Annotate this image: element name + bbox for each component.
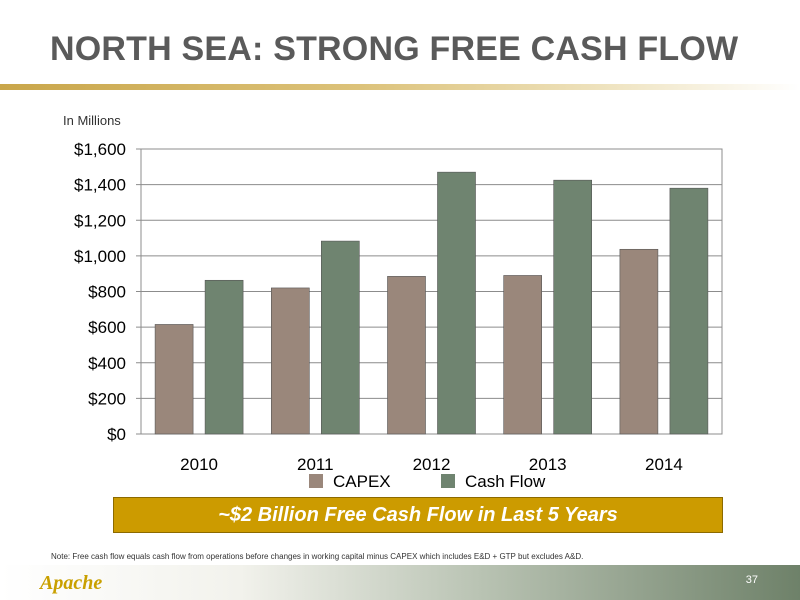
free-cash-flow-callout: ~$2 Billion Free Cash Flow in Last 5 Yea… [113,497,723,533]
bar-capex [619,248,659,435]
y-tick-label: $1,200 [74,211,126,230]
x-tick-label: 2014 [645,455,683,474]
y-tick-label: $1,600 [74,140,126,159]
bar-capex [387,276,426,435]
y-tick-label: $1,400 [74,176,126,195]
bar-capex [503,275,543,435]
units-label: In Millions [63,113,121,128]
bar-capex [154,324,194,435]
page-number: 37 [745,574,758,586]
apache-logo: Apache [40,572,103,594]
title-divider [0,84,800,90]
x-tick-label: 2011 [297,455,334,474]
bar-cash-flow [320,240,360,435]
slide-title: NORTH SEA: STRONG FREE CASH FLOW [50,30,739,68]
bar-cash-flow [669,187,709,435]
y-tick-label: $800 [88,283,126,302]
legend-swatch [309,474,323,488]
x-tick-label: 2010 [180,455,218,474]
legend-swatch [441,474,455,488]
y-tick-label: $400 [88,354,126,373]
bar-chart: $0 $200 $400 $600 $800 $1,000 $1,200 $1,400 $1,6… [74,140,723,491]
legend-label: Cash Flow [465,472,546,491]
footnote: Note: Free cash flow equals cash flow fr… [51,552,584,561]
bar-cash-flow [437,171,476,435]
x-tick-label: 2013 [529,455,567,474]
legend-label: CAPEX [333,472,391,491]
y-tick-label: $200 [88,389,126,408]
x-tick-label: 2012 [413,455,451,474]
y-tick-label: $1,000 [74,247,126,266]
bar-capex [270,287,310,435]
footer-bar [0,565,800,600]
bar-cash-flow [204,279,244,435]
y-tick-label: $0 [107,425,126,444]
y-tick-label: $600 [88,318,126,337]
bar-cash-flow [553,179,593,435]
